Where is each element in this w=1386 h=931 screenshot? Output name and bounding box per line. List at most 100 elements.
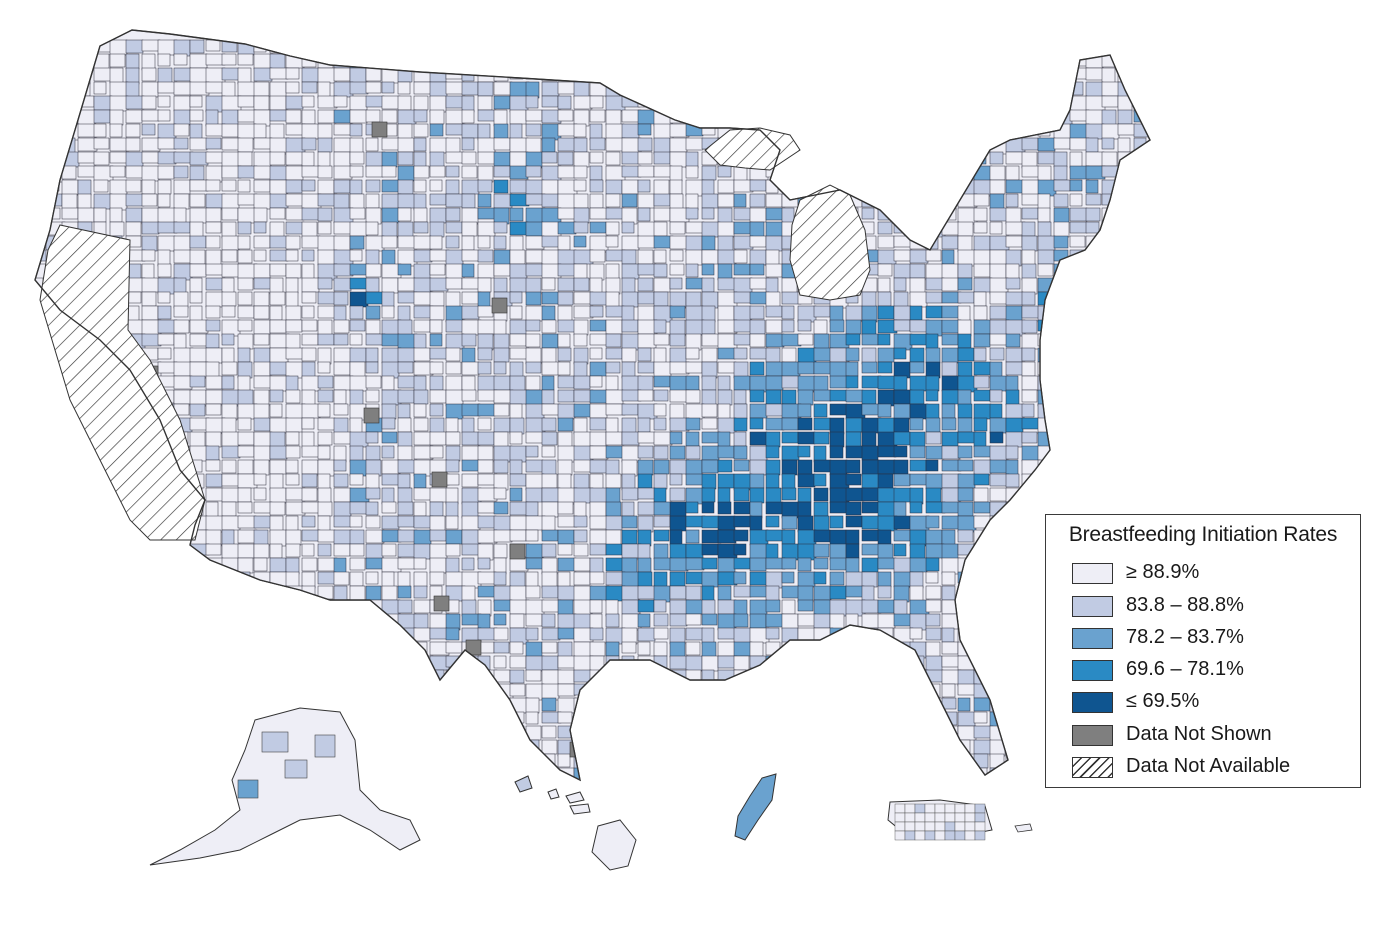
county-cell	[269, 319, 287, 334]
county-cell	[1149, 81, 1150, 96]
county-cell	[493, 109, 508, 127]
county-cell	[397, 137, 415, 153]
county-cell	[525, 151, 543, 169]
county-cell	[877, 529, 892, 545]
county-cell	[845, 333, 861, 346]
county-cell	[733, 767, 750, 780]
county-cell	[909, 725, 930, 740]
county-cell	[61, 95, 76, 110]
county-cell	[1085, 221, 1100, 234]
county-cell	[829, 445, 844, 459]
county-cell	[909, 417, 924, 431]
county-cell	[1037, 277, 1057, 293]
county-cell	[445, 193, 465, 208]
county-cell	[1005, 683, 1022, 701]
county-cell	[701, 585, 715, 603]
county-cell	[285, 431, 300, 446]
county-cell	[846, 782, 863, 794]
county-data-not-shown	[465, 639, 482, 656]
county-cell	[525, 599, 545, 616]
county-cell	[333, 515, 352, 528]
county-cell	[205, 529, 222, 547]
county-cell	[749, 81, 769, 98]
county-cell	[573, 361, 588, 378]
county-cell	[253, 67, 273, 82]
county-cell	[669, 753, 684, 769]
county-cell	[669, 67, 690, 80]
county-cell	[413, 81, 432, 95]
county-cell	[269, 347, 289, 364]
county-cell	[557, 95, 572, 110]
county-cell	[1133, 39, 1150, 56]
county-cell	[701, 571, 719, 588]
county-cell	[733, 753, 749, 769]
county-cell	[973, 165, 993, 183]
county-cell	[813, 501, 829, 517]
county-cell	[733, 291, 753, 304]
county-cell	[93, 767, 107, 780]
county-cell	[637, 487, 656, 500]
county-cell	[749, 501, 763, 519]
county-cell	[829, 669, 844, 686]
county-cell	[413, 543, 431, 560]
county-cell	[237, 123, 257, 140]
county-cell	[349, 193, 365, 211]
county-cell	[397, 557, 416, 570]
county-cell	[349, 389, 364, 407]
county-cell	[717, 641, 736, 657]
county-cell	[941, 753, 961, 769]
county-cell	[653, 753, 670, 768]
county-cell	[781, 109, 799, 124]
pr-municipio-cell	[944, 821, 956, 832]
county-cell	[733, 263, 751, 276]
county-cell	[477, 291, 491, 309]
county-cell	[861, 347, 877, 365]
county-cell	[589, 277, 603, 295]
county-cell	[1005, 235, 1023, 248]
county-cell	[1053, 67, 1067, 81]
county-cell	[1133, 291, 1150, 307]
county-cell	[397, 123, 413, 140]
county-cell	[45, 613, 61, 629]
county-cell	[861, 585, 875, 603]
county-cell	[845, 123, 859, 136]
county-cell	[877, 557, 897, 570]
county-cell	[589, 445, 609, 460]
county-cell	[509, 123, 523, 140]
county-cell	[765, 417, 785, 431]
county-cell	[173, 627, 188, 640]
county-cell	[45, 641, 59, 657]
county-cell	[365, 683, 383, 697]
county-cell	[637, 165, 655, 178]
county-cell	[637, 585, 656, 600]
county-cell	[765, 109, 783, 126]
county-cell	[45, 473, 60, 487]
county-cell	[557, 221, 577, 235]
county-cell	[925, 333, 939, 351]
county-cell	[893, 613, 912, 627]
county-cell	[717, 39, 732, 53]
county-cell	[509, 739, 528, 752]
county-cell	[685, 291, 702, 309]
county-cell	[445, 725, 465, 741]
county-cell	[477, 375, 497, 393]
county-cell	[909, 543, 926, 561]
county-cell	[237, 683, 255, 698]
county-cell	[333, 151, 351, 168]
county-cell	[237, 697, 254, 711]
county-cell	[61, 599, 80, 613]
county-cell	[445, 249, 464, 267]
county-cell	[909, 277, 926, 295]
county-cell	[941, 403, 956, 419]
county-cell	[829, 739, 844, 754]
county-cell	[205, 557, 224, 575]
county-cell	[621, 193, 638, 208]
california-no-data	[39, 224, 206, 541]
county-cell	[829, 81, 847, 94]
county-cell	[669, 501, 687, 519]
county-cell	[525, 571, 539, 589]
county-cell	[653, 725, 674, 738]
county-cell	[701, 123, 716, 136]
county-cell	[989, 529, 1009, 546]
county-cell	[173, 39, 191, 57]
